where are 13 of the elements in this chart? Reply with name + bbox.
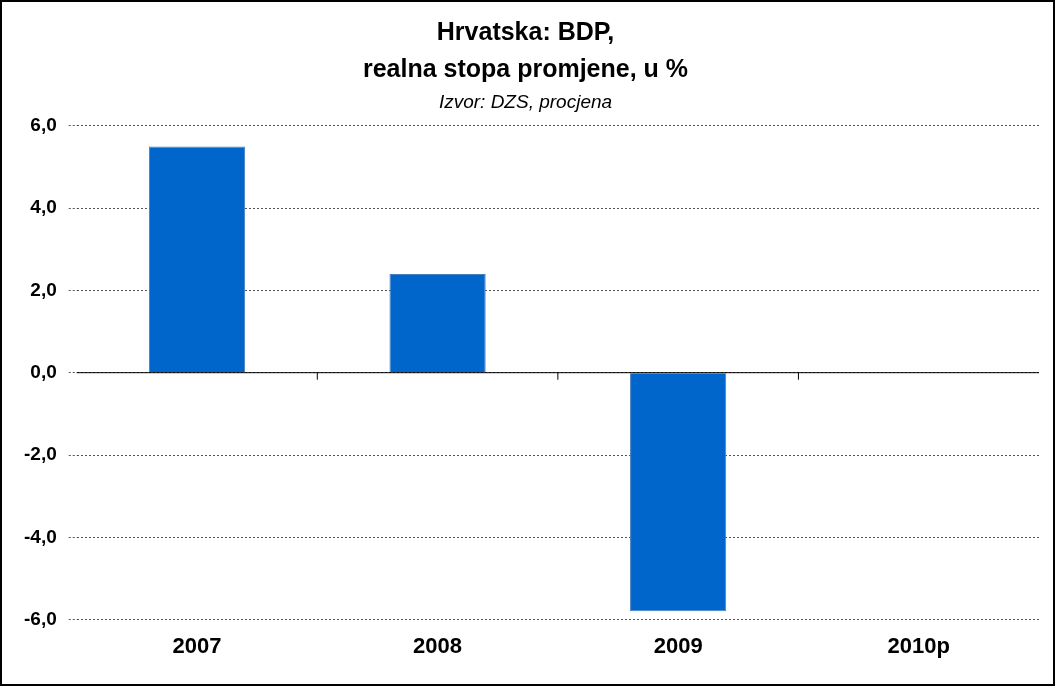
y-tick-label: 4,0 (30, 196, 57, 218)
x-tick-label: 2010p (887, 632, 950, 658)
chart-subtitle: Izvor: DZS, procjena (438, 90, 613, 112)
x-tick-label: 2008 (413, 632, 463, 658)
chart-title: Hrvatska: BDP, realna stopa promjene, u % (362, 16, 689, 83)
y-tick-label: -2,0 (23, 443, 57, 465)
y-tick-label: -6,0 (23, 607, 57, 629)
y-tick-label: 6,0 (30, 114, 57, 136)
x-tick-label: 2007 (172, 632, 222, 658)
x-tick-label: 2009 (653, 632, 703, 658)
y-tick-label: 0,0 (30, 360, 57, 382)
y-tick-label: 2,0 (30, 278, 57, 300)
y-tick-label: -4,0 (23, 525, 57, 547)
